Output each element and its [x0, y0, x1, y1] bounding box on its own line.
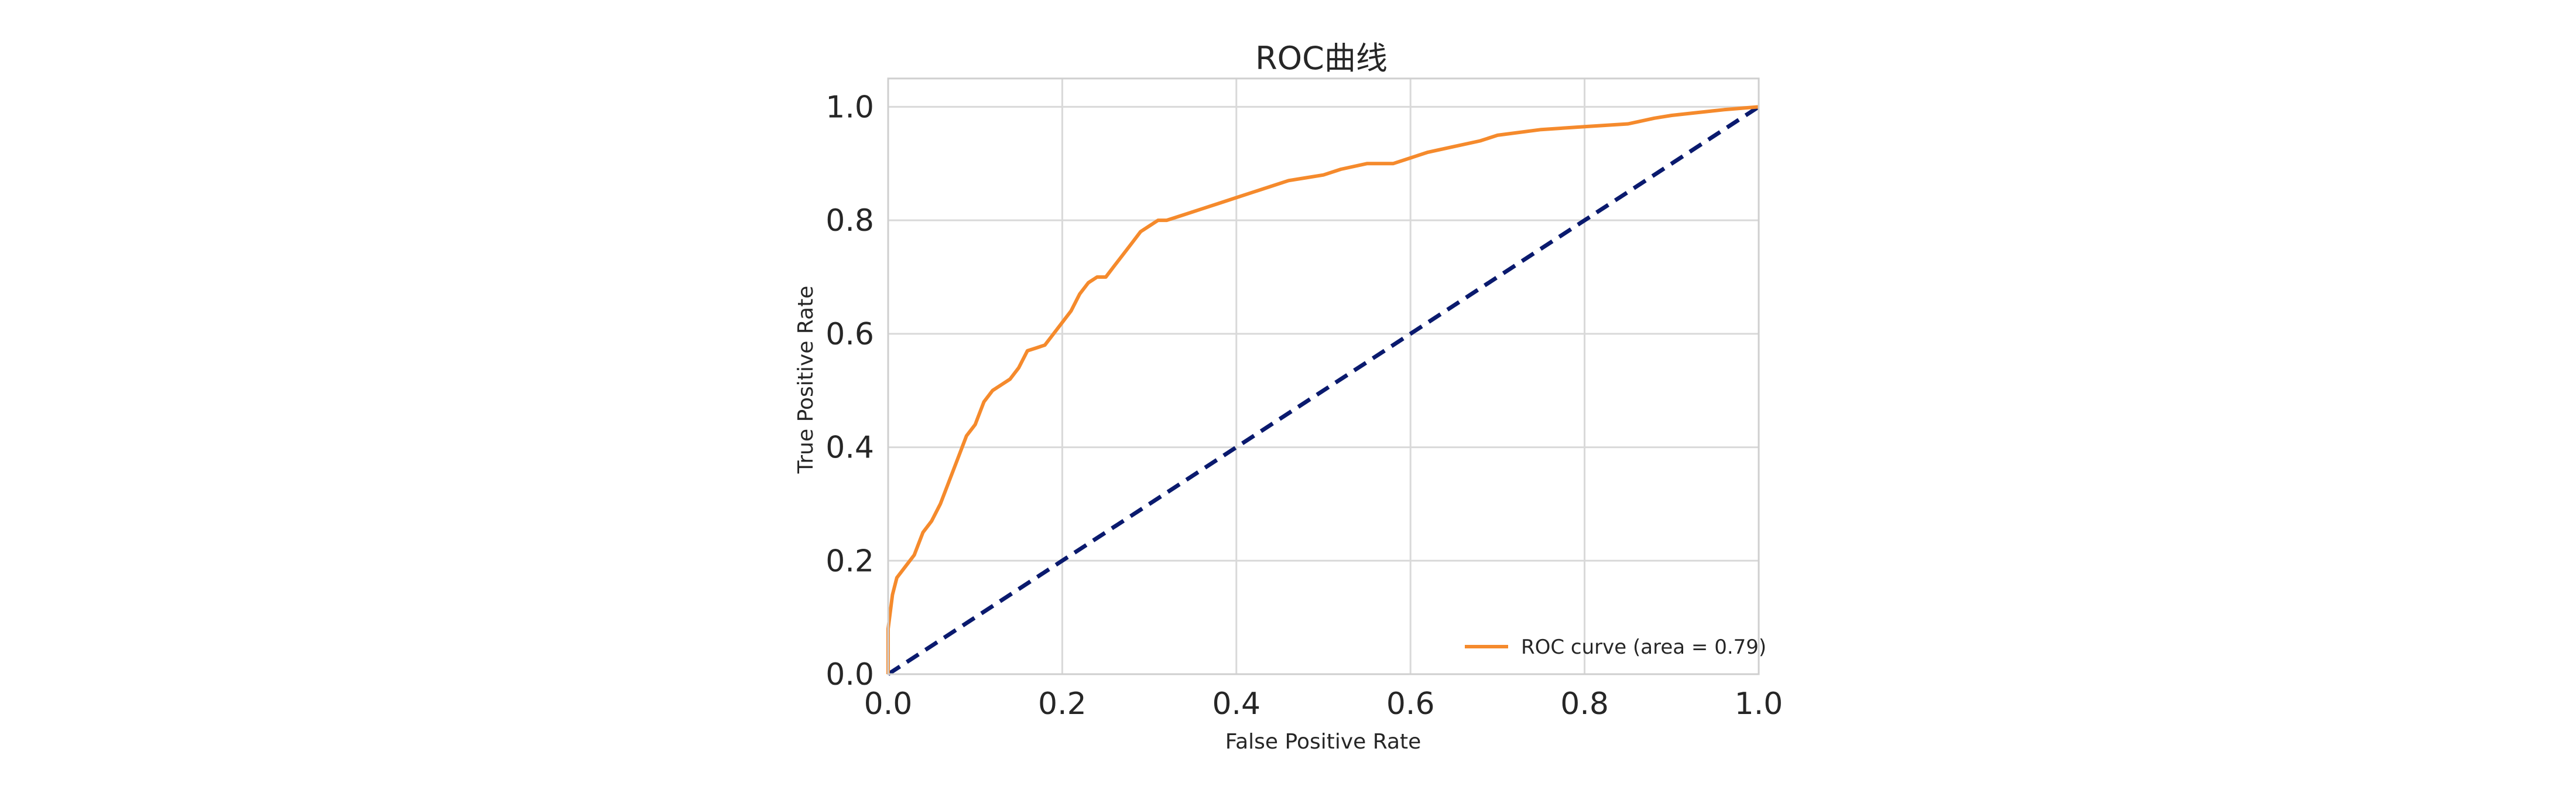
y-tick-label: 0.2: [825, 544, 874, 579]
y-tick-label: 0.6: [825, 317, 874, 352]
y-tick-labels: 0.0 0.2 0.4 0.6 0.8 1.0: [825, 90, 874, 692]
x-axis-label: False Positive Rate: [1225, 730, 1421, 754]
series-layer: [886, 105, 1760, 676]
x-tick-label: 1.0: [1735, 686, 1783, 722]
chart-title: ROC曲线: [1255, 40, 1388, 77]
grid: [887, 78, 1760, 675]
y-tick-label: 1.0: [825, 90, 874, 125]
x-tick-label: 0.4: [1212, 686, 1260, 722]
x-tick-label: 0.0: [864, 686, 913, 722]
x-tick-label: 0.8: [1560, 686, 1609, 722]
y-axis-label: True Positive Rate: [794, 286, 818, 474]
y-tick-label: 0.0: [825, 657, 874, 692]
plot-frame: [887, 77, 1760, 675]
y-tick-label: 0.8: [825, 203, 874, 238]
x-tick-labels: 0.0 0.2 0.4 0.6 0.8 1.0: [864, 686, 1783, 722]
y-tick-label: 0.4: [825, 431, 874, 466]
legend: ROC curve (area = 0.79): [1465, 636, 1766, 659]
chance-diagonal-line: [887, 105, 1760, 676]
x-tick-label: 0.6: [1386, 686, 1435, 722]
x-tick-label: 0.2: [1038, 686, 1087, 722]
legend-label: ROC curve (area = 0.79): [1521, 636, 1766, 659]
roc-curve-line: [886, 105, 1759, 674]
